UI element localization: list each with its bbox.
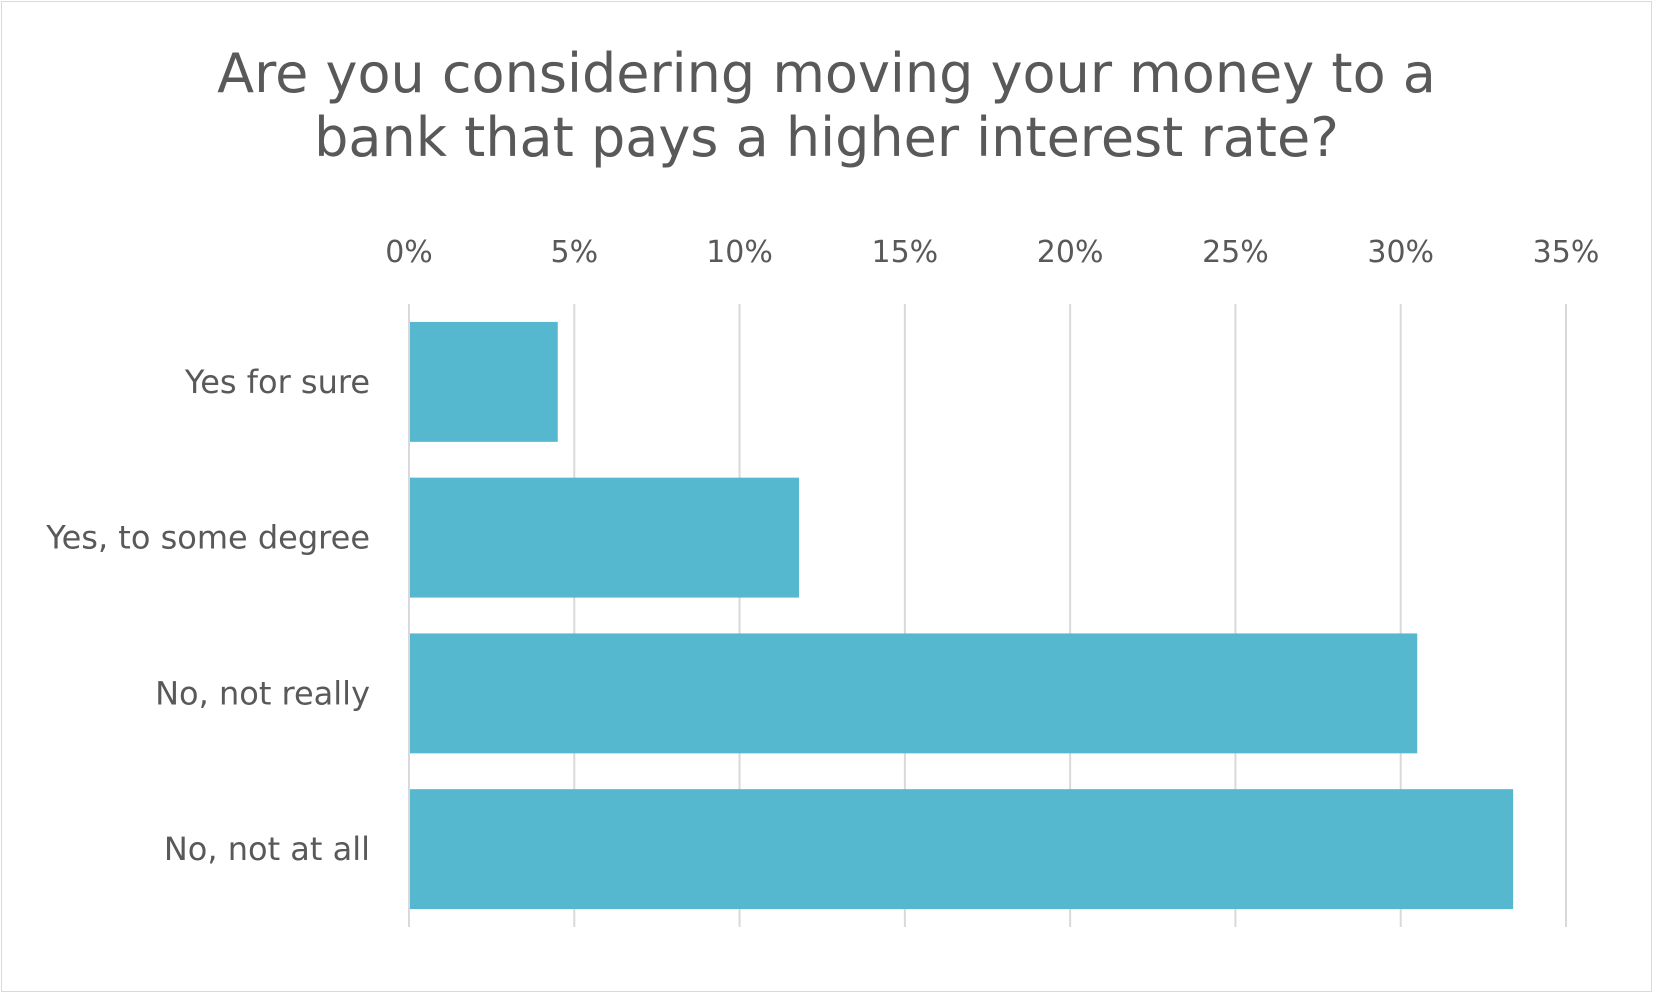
x-tick-label: 5%: [550, 235, 598, 270]
x-tick-label: 35%: [1533, 235, 1600, 270]
bar: [409, 477, 800, 598]
bar: [409, 633, 1418, 754]
chart-title-line-2: bank that pays a higher interest rate?: [314, 106, 1339, 169]
bar: [409, 789, 1514, 910]
x-tick-label: 25%: [1202, 235, 1269, 270]
category-label: No, not really: [155, 674, 370, 712]
chart-title-line-1: Are you considering moving your money to…: [217, 42, 1436, 105]
x-tick-label: 0%: [385, 235, 433, 270]
chart-title: Are you considering moving your money to…: [0, 42, 1653, 170]
x-tick-label: 30%: [1367, 235, 1434, 270]
category-label: Yes for sure: [184, 363, 370, 401]
category-label: No, not at all: [164, 830, 370, 868]
x-tick-label: 15%: [872, 235, 939, 270]
category-label: Yes, to some degree: [45, 519, 370, 557]
x-tick-label: 20%: [1037, 235, 1104, 270]
x-tick-label: 10%: [706, 235, 773, 270]
bar: [409, 321, 558, 442]
